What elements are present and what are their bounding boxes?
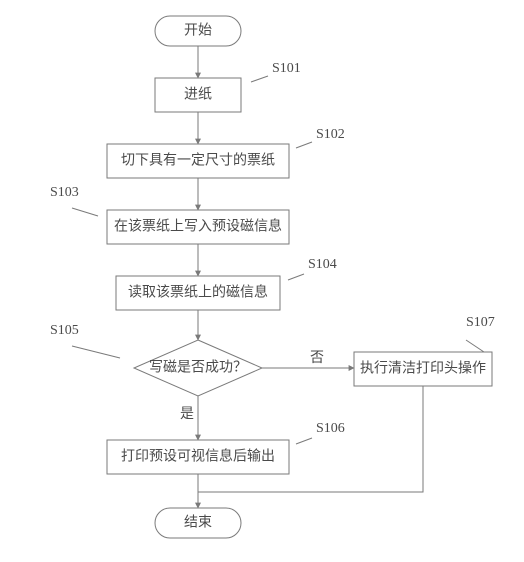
node-label: 开始 — [184, 23, 212, 39]
tag-leader — [296, 438, 312, 444]
tag-leader — [296, 142, 312, 148]
node-label: 读取该票纸上的磁信息 — [128, 284, 268, 301]
tag-leader — [466, 340, 484, 352]
step-tag: S102 — [316, 127, 345, 142]
step-tag: S105 — [50, 323, 79, 338]
tag-leader — [251, 76, 268, 82]
node-label: 切下具有一定尺寸的票纸 — [121, 153, 275, 169]
edge-label: 是 — [180, 407, 194, 422]
node-label: 执行清洁打印头操作 — [360, 360, 486, 377]
step-tag: S106 — [316, 421, 345, 436]
node-label: 打印预设可视信息后输出 — [121, 448, 275, 465]
tag-leader — [72, 346, 120, 358]
step-tag: S107 — [466, 315, 495, 330]
node-label: 进纸 — [184, 87, 212, 103]
tag-leader — [72, 208, 98, 216]
node-label: 结束 — [184, 515, 212, 531]
edge-label: 否 — [310, 351, 324, 366]
step-tag: S104 — [308, 257, 337, 272]
node-label: 在该票纸上写入预设磁信息 — [114, 218, 282, 235]
step-tag: S101 — [272, 61, 301, 76]
step-tag: S103 — [50, 185, 79, 200]
node-label: 写磁是否成功？ — [149, 360, 247, 376]
tag-leader — [288, 274, 304, 280]
